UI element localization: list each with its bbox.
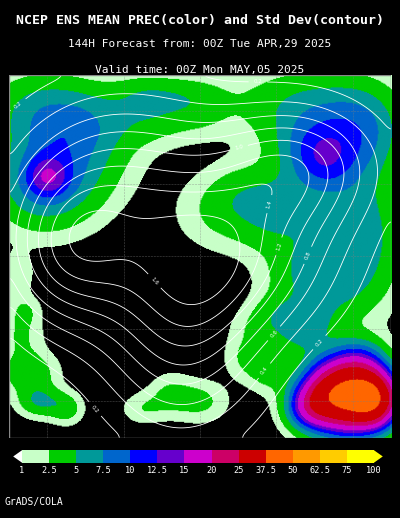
Text: 1.6: 1.6 <box>150 276 159 286</box>
Text: 1.2: 1.2 <box>275 241 282 251</box>
Bar <box>239 450 266 463</box>
Text: NCEP ENS MEAN PREC(color) and Std Dev(contour): NCEP ENS MEAN PREC(color) and Std Dev(co… <box>16 13 384 26</box>
Text: 0.2: 0.2 <box>90 404 100 414</box>
Bar <box>49 450 76 463</box>
Polygon shape <box>374 450 383 463</box>
Text: 0.2: 0.2 <box>254 79 262 84</box>
Bar <box>266 450 293 463</box>
Text: 0.4: 0.4 <box>260 366 269 376</box>
Text: 1: 1 <box>19 466 25 474</box>
Text: 25: 25 <box>233 466 244 474</box>
Text: GrADS/COLA: GrADS/COLA <box>5 497 64 507</box>
Bar <box>347 450 374 463</box>
Text: 62.5: 62.5 <box>309 466 330 474</box>
Bar <box>157 450 184 463</box>
Text: 100: 100 <box>366 466 382 474</box>
Text: 0.8: 0.8 <box>304 250 312 260</box>
Bar <box>293 450 320 463</box>
Text: 10: 10 <box>125 466 136 474</box>
Bar <box>320 450 347 463</box>
Bar <box>22 450 49 463</box>
Text: 7.5: 7.5 <box>95 466 111 474</box>
Text: 5: 5 <box>74 466 79 474</box>
Text: Valid time: 00Z Mon MAY,05 2025: Valid time: 00Z Mon MAY,05 2025 <box>95 65 305 75</box>
Text: 20: 20 <box>206 466 217 474</box>
Bar <box>184 450 212 463</box>
Text: 12.5: 12.5 <box>147 466 168 474</box>
Text: 0.2: 0.2 <box>14 100 23 110</box>
Bar <box>130 450 157 463</box>
Text: 0.6: 0.6 <box>269 328 279 338</box>
Text: 50: 50 <box>288 466 298 474</box>
Text: 37.5: 37.5 <box>255 466 276 474</box>
Bar <box>76 450 103 463</box>
Text: 2.5: 2.5 <box>41 466 57 474</box>
Text: 75: 75 <box>342 466 352 474</box>
Text: 1.4: 1.4 <box>266 199 273 209</box>
Text: 1.0: 1.0 <box>234 144 244 151</box>
Text: 144H Forecast from: 00Z Tue APR,29 2025: 144H Forecast from: 00Z Tue APR,29 2025 <box>68 39 332 49</box>
Text: 0.2: 0.2 <box>314 338 324 348</box>
Bar <box>103 450 130 463</box>
Bar <box>212 450 239 463</box>
Text: 15: 15 <box>179 466 190 474</box>
Polygon shape <box>13 450 22 463</box>
